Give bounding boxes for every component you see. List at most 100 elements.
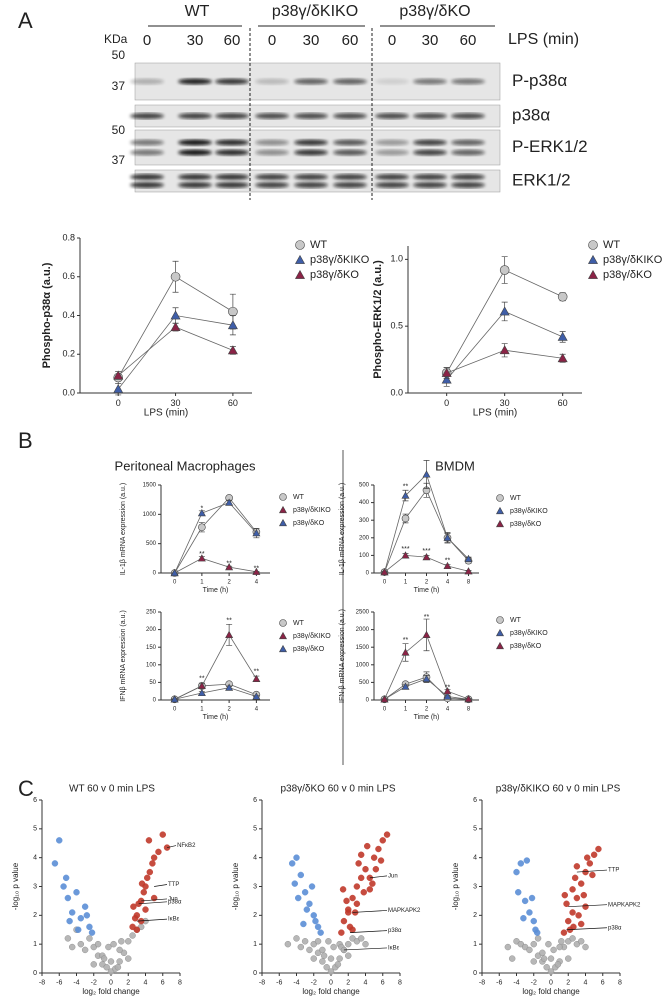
- x-tick-label: 0: [383, 580, 387, 586]
- blot-band: [255, 149, 289, 156]
- data-point: [521, 897, 529, 905]
- data-point: [73, 889, 80, 896]
- y-tick-label: 500: [146, 541, 157, 547]
- data-point: [543, 963, 550, 971]
- legend-label: p38γ/δKIKO: [510, 630, 548, 637]
- y-tick-label: 4: [33, 855, 37, 862]
- data-point: [401, 491, 410, 499]
- x-tick-label: 2: [566, 979, 570, 986]
- legend-label: WT: [510, 495, 522, 502]
- blot-band: [130, 78, 164, 85]
- series-line: [174, 502, 257, 574]
- blot-band: [451, 78, 485, 85]
- data-point: [140, 889, 148, 896]
- data-point: [565, 955, 572, 962]
- data-point: [513, 868, 520, 876]
- legend-label: p38γ/δKO: [603, 269, 652, 281]
- data-point: [582, 903, 589, 910]
- data-point: [526, 909, 533, 916]
- data-point: [557, 331, 568, 341]
- data-point: [170, 310, 181, 320]
- data-point: [252, 567, 261, 575]
- data-point: [114, 963, 122, 971]
- series-line: [174, 687, 257, 700]
- data-point: [88, 929, 96, 936]
- y-tick-label: 0: [366, 571, 370, 577]
- data-point: [345, 952, 352, 959]
- data-point: [227, 345, 238, 355]
- annotation-leader: [352, 910, 388, 913]
- y-tick-label: 100: [359, 553, 370, 559]
- data-point: [577, 938, 585, 945]
- chart-title: p38γ/δKIKO 60 v 0 min LPS: [496, 784, 621, 795]
- lane-label: 30: [422, 32, 439, 49]
- blot-band: [451, 174, 485, 180]
- data-point: [159, 831, 166, 838]
- blot-band: [294, 113, 328, 119]
- y-axis-label: IFN-β mRNA expression (a.u.): [339, 609, 346, 703]
- x-tick-label: 0: [173, 580, 177, 586]
- blot-band: [413, 113, 447, 119]
- lane-label: 0: [143, 32, 151, 49]
- data-point: [308, 883, 316, 890]
- data-point: [338, 929, 345, 936]
- data-point: [113, 384, 124, 394]
- annotation: p38α: [168, 899, 182, 905]
- data-point: [369, 880, 376, 887]
- data-point: [155, 848, 162, 856]
- data-point: [116, 946, 123, 954]
- data-point: [441, 374, 452, 384]
- kda-marker: 37: [112, 79, 126, 93]
- data-point: [523, 857, 531, 864]
- data-point: [301, 938, 309, 945]
- blot-band: [413, 149, 447, 156]
- data-point: [284, 940, 292, 948]
- y-tick-label: 4: [253, 855, 257, 862]
- y-tick-label: 3: [33, 883, 37, 890]
- series-line: [174, 497, 257, 574]
- x-tick-label: 4: [446, 707, 450, 713]
- lane-label: 60: [460, 32, 477, 49]
- y-tick-label: 0.0: [390, 387, 403, 397]
- x-tick-label: -4: [293, 979, 299, 986]
- x-tick-label: 2: [227, 707, 231, 713]
- data-point: [563, 900, 570, 908]
- blot-band: [451, 139, 485, 146]
- legend-label: WT: [510, 617, 522, 624]
- x-tick-label: 2: [425, 707, 429, 713]
- y-tick-label: 2000: [356, 627, 370, 633]
- x-tick-label: 4: [255, 707, 259, 713]
- data-point: [90, 961, 97, 968]
- significance-label: **: [445, 685, 451, 692]
- legend-label: p38γ/δKIKO: [603, 254, 663, 266]
- data-point: [530, 917, 537, 925]
- y-tick-label: 0.6: [62, 271, 75, 281]
- lane-label: 60: [342, 32, 359, 49]
- data-point: [64, 894, 72, 902]
- x-tick-label: 30: [171, 398, 181, 408]
- blot-band: [375, 182, 409, 188]
- data-point: [577, 920, 585, 928]
- blot-group-label: WT: [185, 3, 210, 20]
- y-axis-label: IL-1β mRNA expression (a.u.): [120, 483, 127, 575]
- legend-marker: [495, 506, 505, 515]
- data-point: [357, 935, 365, 942]
- x-tick-label: 30: [500, 398, 510, 408]
- data-point: [464, 554, 473, 563]
- y-tick-label: 1500: [143, 483, 157, 489]
- data-point: [107, 958, 115, 965]
- data-point: [360, 889, 368, 896]
- blot-band: [130, 139, 164, 146]
- data-point: [320, 952, 328, 959]
- data-point: [499, 306, 510, 316]
- legend-marker: [495, 628, 505, 637]
- series-line: [174, 634, 257, 700]
- data-point: [294, 894, 302, 902]
- data-point: [133, 926, 141, 933]
- y-axis-label: Phospho-ERK1/2 (a.u.): [372, 260, 384, 379]
- data-point: [380, 695, 389, 703]
- y-tick-label: 5: [33, 826, 37, 833]
- y-tick-label: 4: [473, 855, 477, 862]
- x-axis-label: Time (h): [203, 714, 229, 721]
- annotation-leader: [141, 898, 168, 902]
